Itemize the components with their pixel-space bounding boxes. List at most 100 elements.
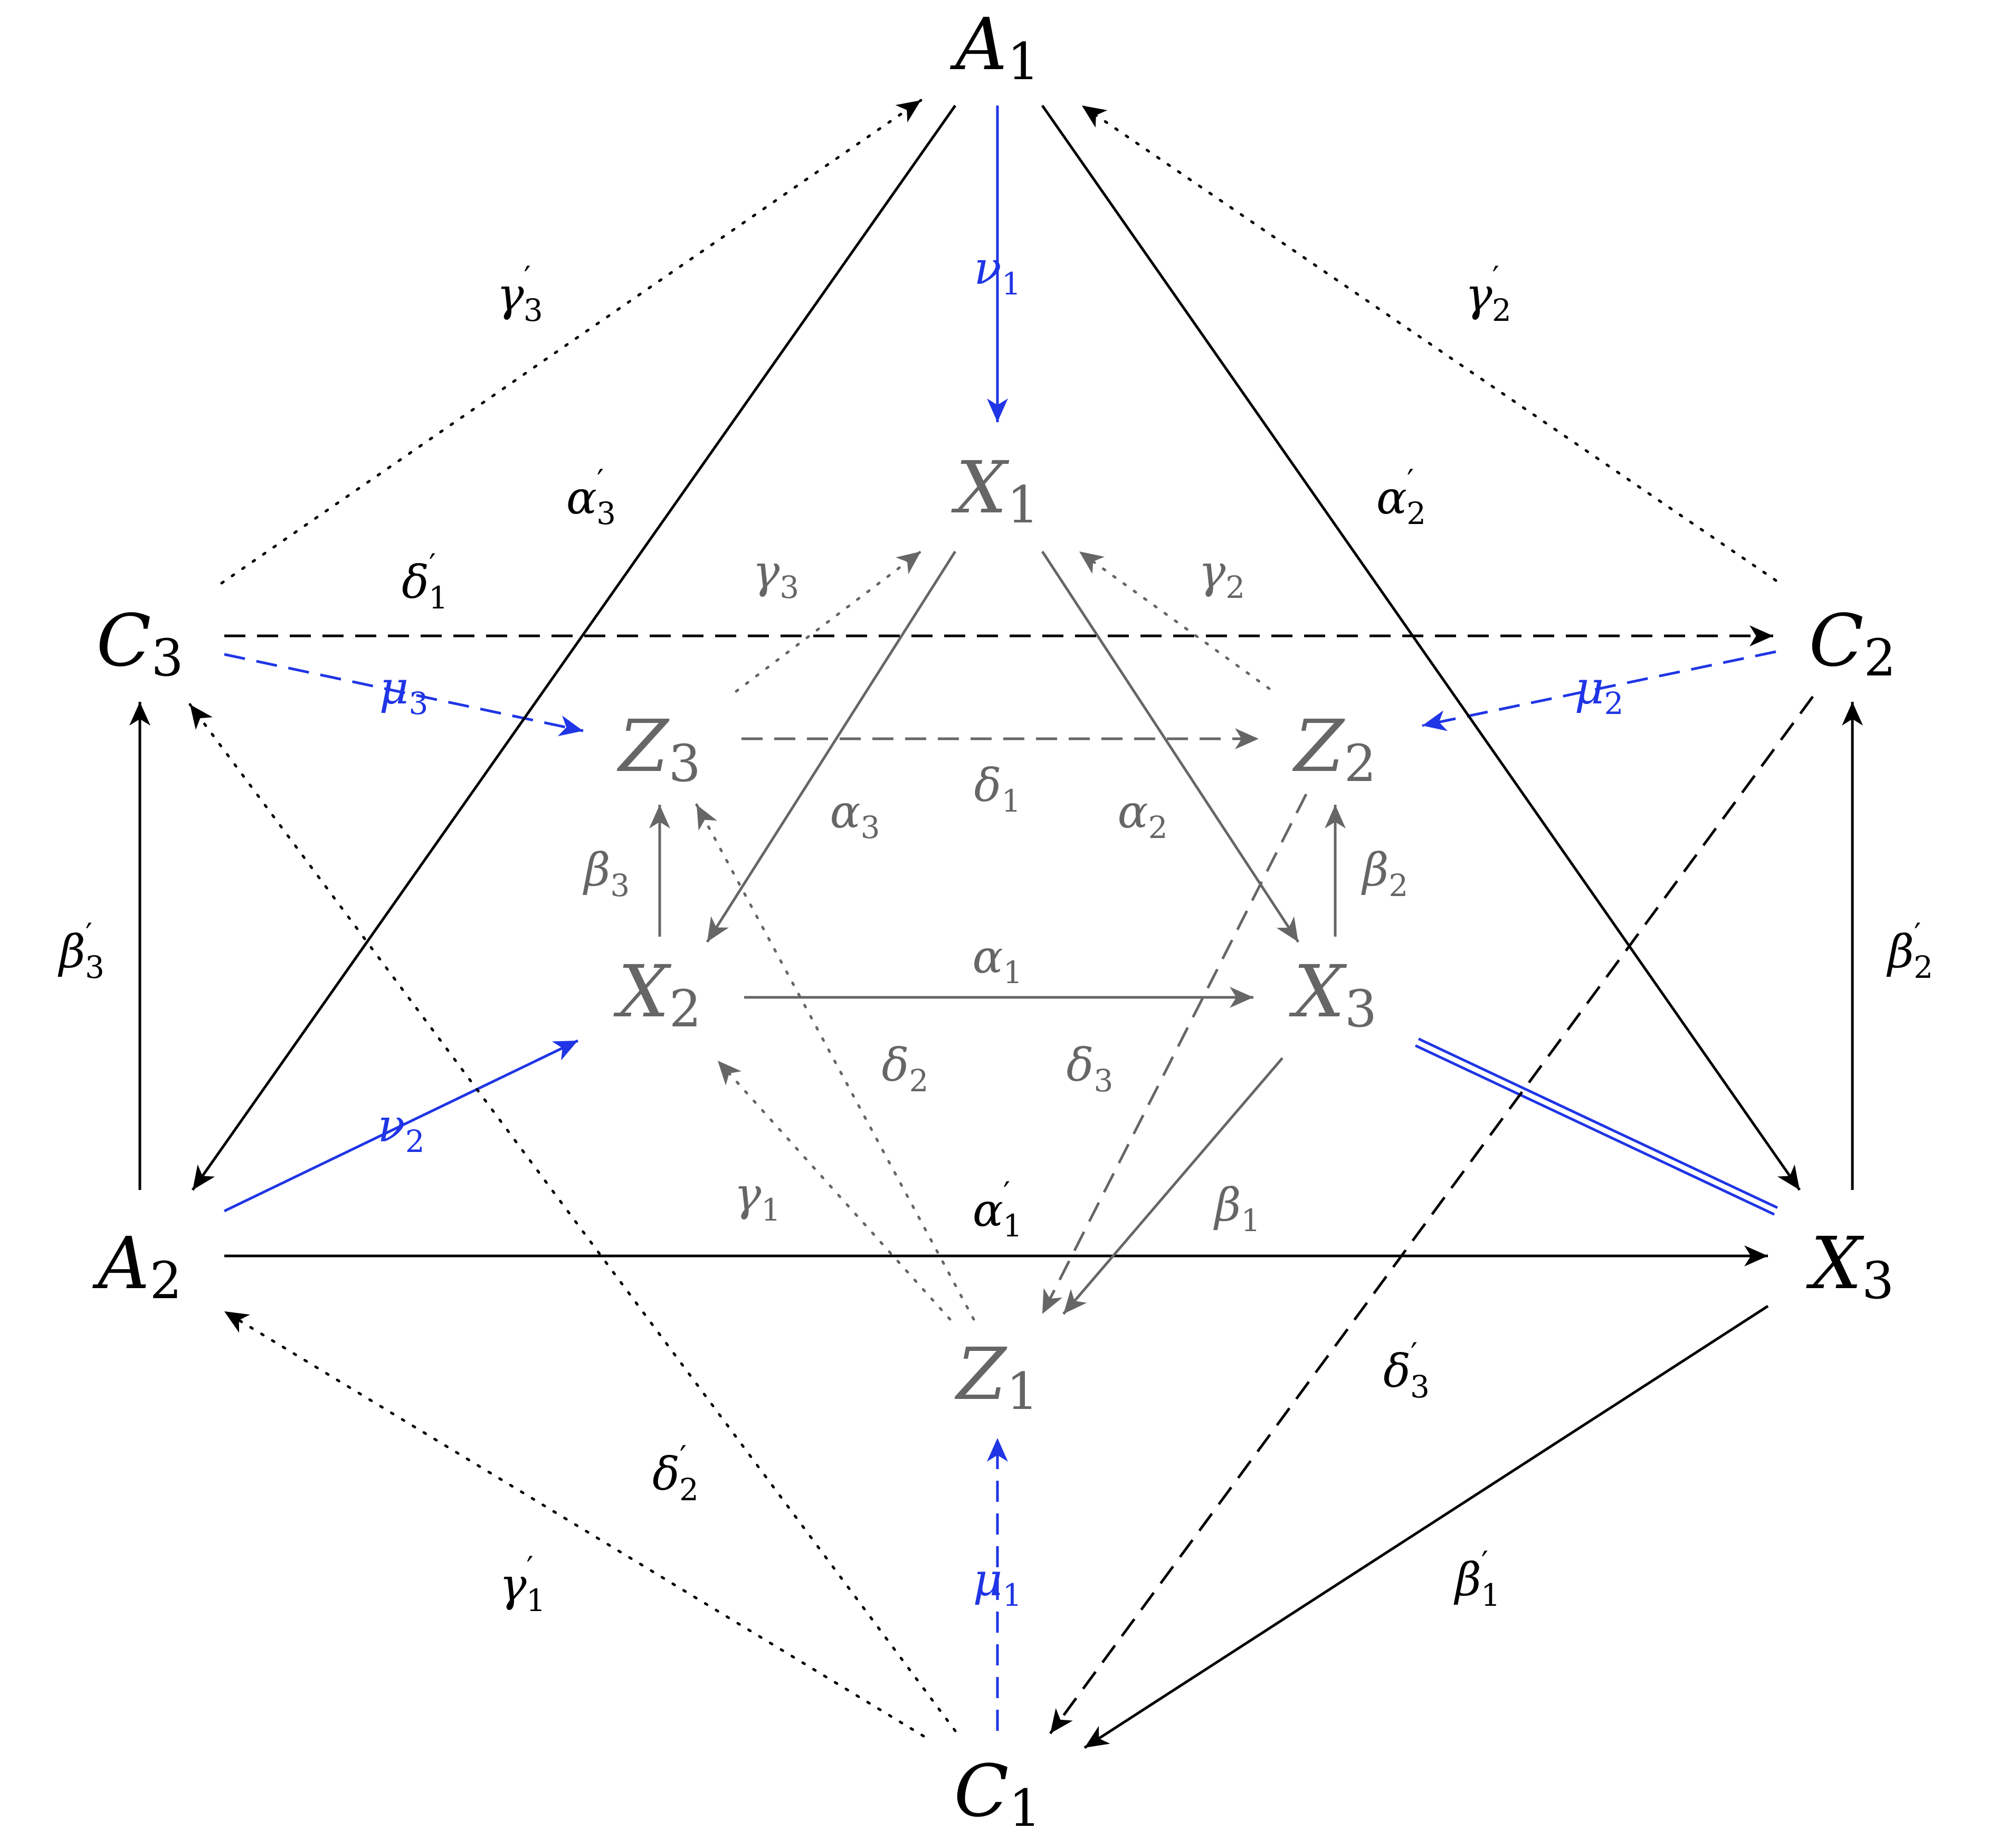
node-z1: Z1 xyxy=(954,1333,1039,1422)
edge-label-nu1: ν1 xyxy=(974,242,1021,302)
edge-gamma3p xyxy=(220,99,923,585)
edge-label-delta2: δ2 xyxy=(882,1039,929,1099)
edge-label-beta3p: β′ 3 xyxy=(58,917,104,985)
edge-label-subscript: 2 xyxy=(1406,496,1426,531)
prime-mark: ′ xyxy=(597,463,604,499)
node-subscript: 1 xyxy=(1006,1362,1039,1421)
edge-label-symbol: β xyxy=(1213,1179,1241,1232)
edge-label-symbol: γ xyxy=(1199,546,1226,598)
edge-label-alpha1: α1 xyxy=(973,931,1023,991)
edge-gamma3 xyxy=(735,550,923,693)
edge-beta1 xyxy=(1062,1057,1283,1315)
edge-label-alpha2: α2 xyxy=(1118,786,1168,846)
node-z3: Z3 xyxy=(616,705,701,794)
edge-label-symbol: γ xyxy=(753,546,780,598)
edge-label-symbol: α xyxy=(566,472,597,525)
edge-label-beta1p: β′ 1 xyxy=(1453,1545,1500,1613)
edge-label-subscript: 2 xyxy=(1492,292,1511,328)
edge-alpha3p xyxy=(191,104,957,1191)
node-x2: X2 xyxy=(613,950,701,1039)
edge-label-subscript: 2 xyxy=(1389,868,1408,903)
edge-label-alpha2p: α′ 2 xyxy=(1376,463,1426,531)
edge-label-gamma2: γ2 xyxy=(1199,546,1245,606)
node-subscript: 2 xyxy=(1863,628,1896,688)
edge-label-symbol: δ xyxy=(882,1039,909,1092)
edge-label-subscript: 2 xyxy=(1148,809,1168,845)
edge-gamma2 xyxy=(1078,550,1271,690)
edge-beta1p xyxy=(1083,1304,1769,1749)
edge-label-symbol: β xyxy=(1453,1554,1481,1606)
edge-eq-line-2 xyxy=(1418,1037,1779,1209)
edge-label-subscript: 1 xyxy=(1002,266,1021,302)
prime-mark: ′ xyxy=(1407,463,1414,499)
edge-label-alpha1p: α′ 1 xyxy=(973,1175,1022,1244)
edge-label-subscript: 2 xyxy=(679,1472,699,1508)
edge-mu2 xyxy=(1422,650,1776,731)
edge-label-beta1: β1 xyxy=(1213,1179,1261,1239)
edge-label-symbol: α xyxy=(830,786,861,839)
prime-mark: ′ xyxy=(1481,1545,1488,1580)
edge-label-mu1: μ1 xyxy=(973,1554,1022,1614)
edge-label-symbol: β xyxy=(1361,844,1389,897)
edge-label-delta1p: δ′ 1 xyxy=(402,547,448,616)
node-x1: X1 xyxy=(951,446,1039,535)
edge-label-symbol: δ xyxy=(1067,1039,1094,1092)
edge-label-symbol: δ xyxy=(402,556,429,609)
prime-mark: ′ xyxy=(1914,917,1921,952)
edge-delta3p xyxy=(1049,696,1814,1735)
edge-label-symbol: β xyxy=(583,844,611,897)
edge-label-delta3: δ3 xyxy=(1067,1039,1114,1099)
node-c2: C2 xyxy=(1809,599,1896,688)
node-subscript: 1 xyxy=(1007,475,1039,535)
edge-label-subscript: 2 xyxy=(1914,949,1933,985)
edge-label-alpha3p: α′ 3 xyxy=(566,463,616,531)
edge-label-subscript: 3 xyxy=(610,868,630,903)
node-x3-outer: X3 xyxy=(1806,1222,1894,1311)
edge-delta2p xyxy=(188,703,957,1732)
node-z2: Z2 xyxy=(1292,705,1376,794)
edge-label-delta3p: δ′ 3 xyxy=(1383,1336,1430,1405)
edge-label-subscript: 3 xyxy=(1410,1369,1430,1405)
prime-mark: ′ xyxy=(1003,1175,1010,1211)
edge-gamma1p xyxy=(223,1310,925,1738)
edge-label-nu2: ν2 xyxy=(377,1100,424,1160)
edge-label-symbol: β xyxy=(1886,926,1914,978)
edge-alpha2p xyxy=(1041,104,1801,1191)
edge-delta2 xyxy=(695,803,975,1321)
edge-label-gamma3p: γ′ 3 xyxy=(497,260,543,328)
edge-label-subscript: 1 xyxy=(1241,1203,1260,1239)
edge-label-subscript: 2 xyxy=(1225,569,1245,605)
edge-label-delta1: δ1 xyxy=(974,759,1021,820)
edge-eq-line-1 xyxy=(1414,1044,1775,1216)
node-symbol: A xyxy=(949,3,1007,87)
edge-label-beta2: β2 xyxy=(1361,844,1409,904)
node-symbol: X xyxy=(1806,1222,1865,1306)
prime-mark: ′ xyxy=(85,917,92,952)
node-symbol: Z xyxy=(1292,705,1345,788)
edge-label-subscript: 2 xyxy=(909,1063,928,1099)
edge-label-subscript: 1 xyxy=(1003,1577,1022,1613)
edge-label-subscript: 1 xyxy=(1003,955,1023,990)
edge-label-gamma1: γ1 xyxy=(734,1168,781,1228)
edge-label-symbol: α xyxy=(973,931,1003,984)
edge-label-symbol: δ xyxy=(652,1448,680,1501)
node-symbol: C xyxy=(96,599,151,683)
edge-label-mu3: μ3 xyxy=(379,662,429,722)
edge-label-symbol: γ xyxy=(1465,269,1492,321)
node-subscript: 3 xyxy=(1345,979,1377,1039)
edge-label-symbol: μ xyxy=(379,662,409,715)
node-symbol: X xyxy=(1289,950,1347,1034)
node-subscript: 3 xyxy=(151,628,183,688)
edge-label-subscript: 3 xyxy=(779,569,799,605)
edge-label-gamma3: γ3 xyxy=(753,546,799,606)
node-subscript: 1 xyxy=(1009,1779,1041,1838)
edge-alpha2 xyxy=(1041,550,1300,943)
edge-label-gamma2p: γ′ 2 xyxy=(1465,260,1511,328)
edge-label-beta2p: β′ 2 xyxy=(1886,917,1933,985)
node-symbol: Z xyxy=(616,705,670,788)
edge-label-subscript: 2 xyxy=(405,1123,425,1159)
edge-label-beta3: β3 xyxy=(583,844,630,904)
